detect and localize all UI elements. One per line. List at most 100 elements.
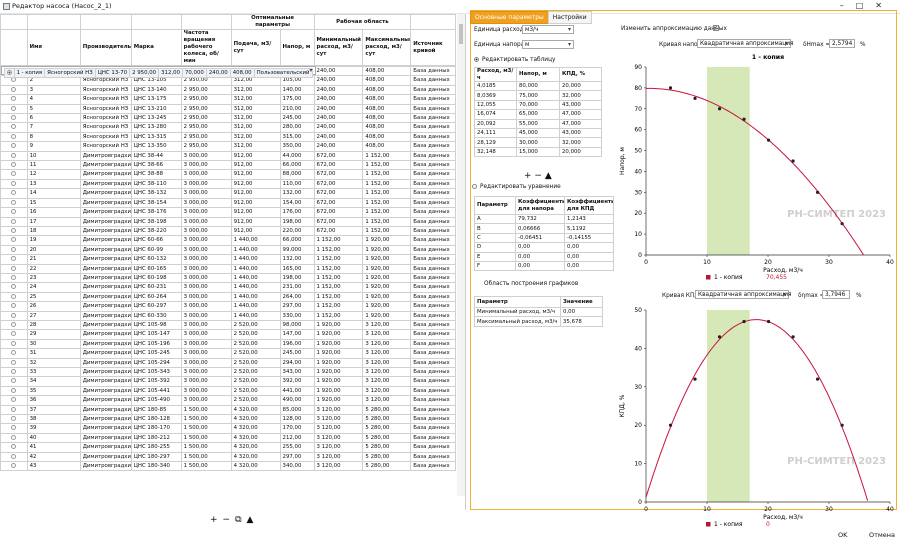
row-select[interactable] <box>0 197 28 209</box>
row-radio-icon[interactable] <box>11 416 17 422</box>
row-radio-icon[interactable] <box>11 105 17 111</box>
table-row[interactable]: 6 Ясногорский НЗ ЦНС 13-245 2 950,00 312,00 2… <box>0 113 456 124</box>
table-cell[interactable]: 20,000 <box>559 80 602 92</box>
table-cell[interactable]: A <box>474 213 516 225</box>
row-select[interactable] <box>0 423 28 434</box>
column-header[interactable]: Имя <box>26 29 81 66</box>
data-point[interactable] <box>717 335 722 339</box>
row-select[interactable] <box>0 141 28 152</box>
row-radio-icon[interactable] <box>11 143 17 149</box>
table-cell[interactable]: Минимальный расход, м3/ч <box>474 306 561 318</box>
table-row[interactable]: 35 Димитровградхи ЦНС 105-441 3 000,00 2 520… <box>0 385 456 397</box>
change-approx-checkbox[interactable]: ✓ <box>713 25 719 31</box>
table-cell[interactable]: 43,000 <box>559 99 602 111</box>
table-cell[interactable]: 75,000 <box>516 90 560 101</box>
row-radio-icon[interactable] <box>11 162 17 168</box>
row-select[interactable] <box>0 282 28 293</box>
table-row[interactable]: 40 Димитровградхи ЦНС 180-212 1 500,00 4 320… <box>0 432 456 444</box>
data-point[interactable] <box>766 319 771 324</box>
row-radio-icon[interactable] <box>11 152 17 158</box>
table-row[interactable]: 26 Димитровградхи ЦНС 60-297 3 000,00 1 440,… <box>0 301 456 312</box>
table-cell[interactable]: 12,055 <box>474 99 517 111</box>
table-row[interactable]: 13 Димитровградхи ЦНС 38-110 3 000,00 912,00… <box>0 178 456 190</box>
table-cell[interactable]: 4,0185 <box>474 80 517 92</box>
row-radio-icon[interactable] <box>6 70 12 75</box>
table-row[interactable]: 32 Димитровградхи ЦНС 105-294 3 000,00 2 520… <box>0 357 456 369</box>
row-radio-icon[interactable] <box>11 237 17 243</box>
table-cell[interactable]: D <box>474 242 516 253</box>
table-row[interactable]: 3 Ясногорский НЗ ЦНС 13-140 2 950,00 312,00 1… <box>0 84 456 96</box>
table-row[interactable]: 8 Ясногорский НЗ ЦНС 13-315 2 950,00 312,00 3… <box>0 131 456 143</box>
data-point[interactable] <box>840 222 844 226</box>
table-cell[interactable]: 32,000 <box>559 137 602 148</box>
row-radio-icon[interactable] <box>11 387 17 393</box>
table-cell[interactable]: C <box>474 232 516 244</box>
row-select[interactable] <box>0 301 28 312</box>
row-radio-icon[interactable] <box>11 293 17 299</box>
row-radio-icon[interactable] <box>11 115 17 121</box>
add-point-icon[interactable]: + <box>524 171 532 181</box>
row-radio-icon[interactable] <box>11 86 17 92</box>
column-header[interactable]: Источник кривой <box>410 29 456 66</box>
row-radio-icon[interactable] <box>11 359 17 365</box>
row-radio-icon[interactable] <box>11 274 17 280</box>
row-radio-icon[interactable] <box>11 265 17 271</box>
data-point[interactable] <box>693 377 697 381</box>
row-select[interactable] <box>3 67 15 79</box>
data-point[interactable] <box>668 423 673 427</box>
row-select[interactable] <box>0 357 28 369</box>
data-point[interactable] <box>693 96 697 100</box>
table-cell[interactable]: 5,1192 <box>564 223 614 234</box>
row-radio-icon[interactable] <box>11 96 17 102</box>
table-cell[interactable]: F <box>474 260 516 272</box>
row-select[interactable] <box>0 319 28 331</box>
table-row[interactable]: 27 Димитровградхи ЦНС 60-330 3 000,00 1 440,… <box>0 310 456 321</box>
table-cell[interactable]: -0,06451 <box>515 232 565 244</box>
tab-settings[interactable]: Настройки <box>547 11 592 24</box>
column-header[interactable]: Частота вращения рабочего колеса, об/мин <box>180 29 232 66</box>
row-radio-icon[interactable] <box>11 369 17 374</box>
table-row[interactable]: 33 Димитровградхи ЦНС 105-343 3 000,00 2 520… <box>0 366 456 378</box>
row-select[interactable] <box>0 225 28 237</box>
table-row[interactable]: 23 Димитровградхи ЦНС 60-198 3 000,00 1 440,… <box>0 272 456 284</box>
table-cell[interactable]: 35,678 <box>560 316 603 327</box>
row-radio-icon[interactable] <box>11 199 17 205</box>
table-cell[interactable]: 70,000 <box>516 99 560 111</box>
table-cell[interactable]: 28,129 <box>474 137 517 148</box>
row-select[interactable] <box>0 169 28 180</box>
edit-equation-radio[interactable]: Редактировать уравнение <box>472 184 561 190</box>
cancel-button[interactable]: Отмена <box>869 531 896 539</box>
window-controls[interactable]: –□✕ <box>839 1 894 10</box>
data-point[interactable] <box>742 319 746 324</box>
row-select[interactable] <box>0 263 28 274</box>
table-row[interactable]: 41 Димитровградхи ЦНС 180-255 1 500,00 4 320… <box>0 442 456 453</box>
row-select[interactable] <box>0 414 28 425</box>
table-cell[interactable]: 0,00 <box>515 260 565 272</box>
row-select[interactable] <box>0 291 28 303</box>
table-cell[interactable]: E <box>474 251 516 262</box>
row-select[interactable] <box>0 254 28 265</box>
table-row[interactable]: 11 Димитровградхи ЦНС 38-66 3 000,00 912,00 6… <box>0 160 456 171</box>
table-row[interactable]: 19 Димитровградхи ЦНС 60-66 3 000,00 1 440,0… <box>0 235 456 246</box>
row-radio-icon[interactable] <box>11 378 17 384</box>
table-cell[interactable]: 45,000 <box>516 127 560 139</box>
row-select[interactable] <box>0 150 28 162</box>
table-cell[interactable]: 0,00 <box>515 242 565 253</box>
table-cell[interactable]: B <box>474 223 516 234</box>
row-radio-icon[interactable] <box>11 190 17 196</box>
table-row[interactable]: 31 Димитровградхи ЦНС 105-245 3 000,00 2 520… <box>0 348 456 359</box>
row-select[interactable] <box>0 235 28 246</box>
head-method-select[interactable]: Квадратичная аппроксимация <box>697 39 794 48</box>
row-select[interactable] <box>0 272 28 284</box>
table-cell[interactable]: 20,092 <box>474 118 517 129</box>
data-point[interactable] <box>815 377 820 381</box>
row-select[interactable] <box>0 94 28 105</box>
table-cell[interactable]: 32,148 <box>474 146 517 158</box>
table-cell[interactable]: 47,000 <box>559 109 602 120</box>
row-select[interactable] <box>0 432 28 444</box>
table-cell[interactable]: 15,000 <box>516 146 560 158</box>
remove-icon[interactable]: − <box>222 515 231 525</box>
column-header[interactable]: Минимальный расход, м3/сут <box>313 29 364 66</box>
table-row[interactable]: 20 Димитровградхи ЦНС 60-99 3 000,00 1 440,0… <box>0 244 456 256</box>
row-radio-icon[interactable] <box>11 453 17 459</box>
